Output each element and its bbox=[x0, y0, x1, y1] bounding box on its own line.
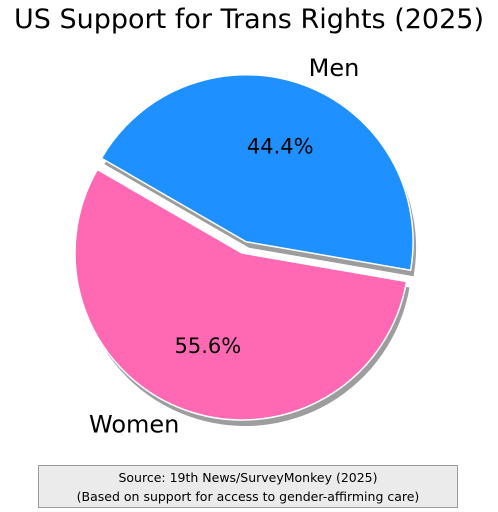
source-note: (Based on support for access to gender-a… bbox=[76, 489, 420, 504]
slice-value-men: 44.4% bbox=[247, 135, 314, 159]
pie-slice-women bbox=[74, 168, 408, 421]
pie-slice-men bbox=[100, 74, 414, 272]
slice-label-women: Women bbox=[89, 411, 179, 439]
chart-title: US Support for Trans Rights (2025) bbox=[14, 4, 484, 35]
slice-label-men: Men bbox=[309, 54, 360, 82]
source-annotation: Source: 19th News/SurveyMonkey (2025) (B… bbox=[38, 465, 458, 508]
pie-chart: Men 44.4% Women 55.6% bbox=[74, 54, 417, 439]
slice-value-women: 55.6% bbox=[175, 334, 242, 358]
source-line: Source: 19th News/SurveyMonkey (2025) bbox=[118, 470, 378, 485]
